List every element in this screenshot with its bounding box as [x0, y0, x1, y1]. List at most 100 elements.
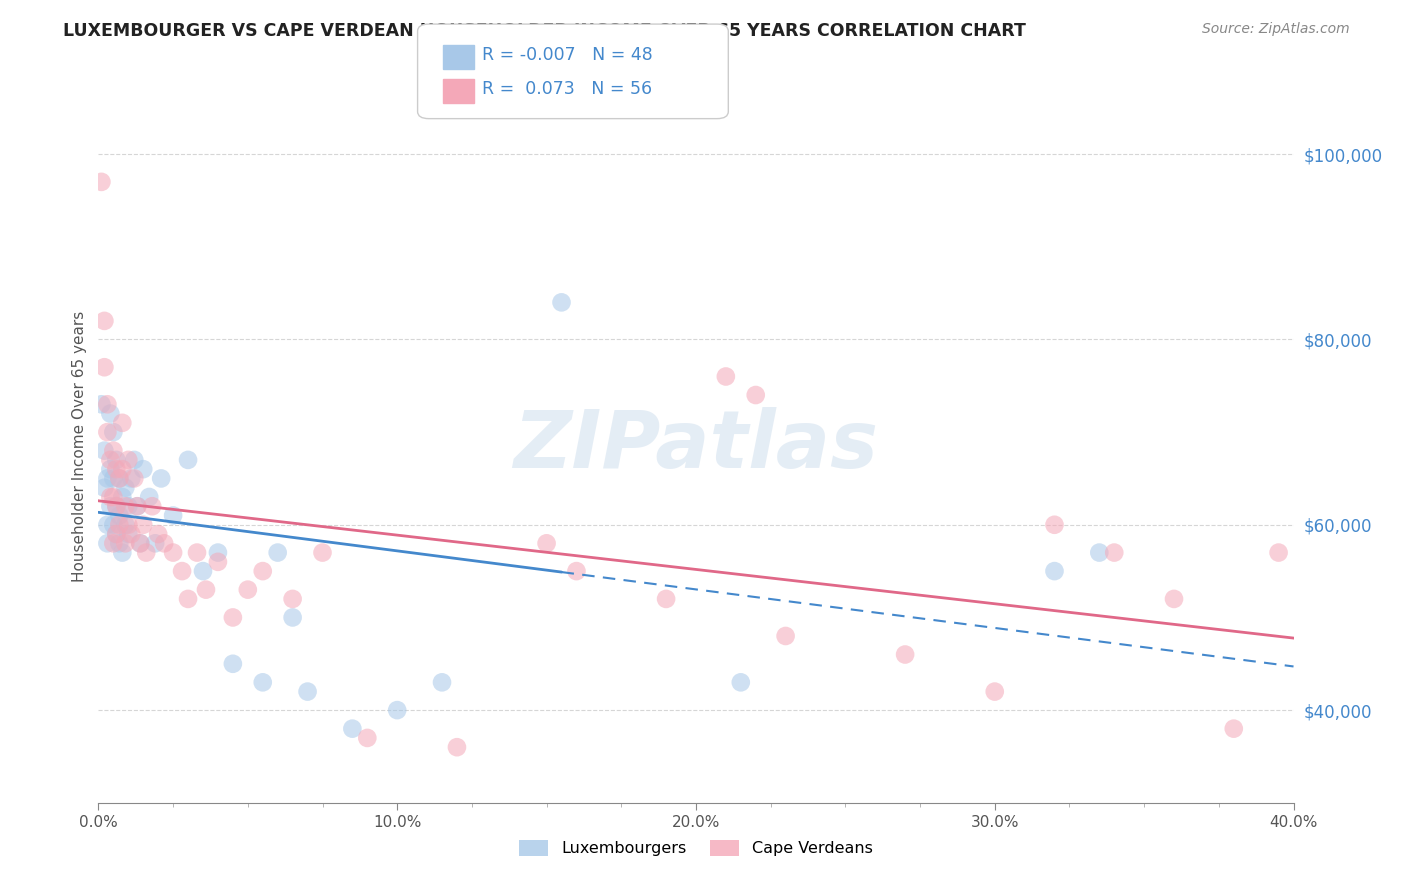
Y-axis label: Householder Income Over 65 years: Householder Income Over 65 years	[72, 310, 87, 582]
Point	[98, 462, 122, 476]
Point	[655, 591, 678, 606]
Point	[127, 500, 149, 514]
Point	[105, 453, 128, 467]
Point	[111, 462, 134, 476]
Point	[103, 536, 125, 550]
Point	[90, 397, 112, 411]
Point	[114, 481, 136, 495]
Point	[138, 490, 160, 504]
Point	[114, 536, 136, 550]
Point	[745, 388, 768, 402]
Point	[108, 508, 131, 523]
Text: Source: ZipAtlas.com: Source: ZipAtlas.com	[1202, 22, 1350, 37]
Legend: Luxembourgers, Cape Verdeans: Luxembourgers, Cape Verdeans	[513, 833, 879, 863]
Point	[111, 416, 134, 430]
Point	[105, 500, 128, 514]
Point	[135, 545, 157, 559]
Point	[103, 425, 125, 439]
Point	[105, 500, 128, 514]
Point	[153, 536, 176, 550]
Point	[565, 564, 588, 578]
Point	[252, 675, 274, 690]
Point	[93, 314, 115, 328]
Point	[894, 648, 917, 662]
Point	[93, 481, 115, 495]
Text: R = -0.007   N = 48: R = -0.007 N = 48	[482, 46, 652, 64]
Point	[1223, 722, 1246, 736]
Point	[177, 453, 200, 467]
Point	[430, 675, 453, 690]
Point	[117, 453, 139, 467]
Point	[124, 453, 146, 467]
Point	[281, 591, 304, 606]
Point	[103, 471, 125, 485]
Point	[267, 545, 290, 559]
Point	[207, 545, 229, 559]
Point	[177, 591, 200, 606]
Point	[162, 545, 184, 559]
Point	[714, 369, 737, 384]
Point	[775, 629, 797, 643]
Point	[222, 610, 245, 624]
Point	[207, 555, 229, 569]
Point	[120, 527, 142, 541]
Point	[108, 517, 131, 532]
Point	[114, 500, 136, 514]
Point	[103, 517, 125, 532]
Point	[96, 517, 118, 532]
Point	[1104, 545, 1126, 559]
Point	[108, 536, 131, 550]
Point	[124, 471, 146, 485]
Point	[96, 397, 118, 411]
Point	[252, 564, 274, 578]
Point	[191, 564, 214, 578]
Point	[93, 443, 115, 458]
Point	[132, 462, 155, 476]
Point	[120, 471, 142, 485]
Point	[117, 517, 139, 532]
Point	[90, 175, 112, 189]
Point	[103, 443, 125, 458]
Point	[236, 582, 259, 597]
Point	[446, 740, 468, 755]
Point	[108, 471, 131, 485]
Point	[311, 545, 333, 559]
Point	[129, 536, 152, 550]
Point	[105, 462, 128, 476]
Point	[111, 545, 134, 559]
Point	[162, 508, 184, 523]
Point	[342, 722, 364, 736]
Point	[1267, 545, 1289, 559]
Point	[730, 675, 752, 690]
Point	[98, 407, 122, 421]
Point	[96, 536, 118, 550]
Point	[195, 582, 218, 597]
Point	[1088, 545, 1111, 559]
Text: R =  0.073   N = 56: R = 0.073 N = 56	[482, 80, 652, 98]
Point	[105, 527, 128, 541]
Text: LUXEMBOURGER VS CAPE VERDEAN HOUSEHOLDER INCOME OVER 65 YEARS CORRELATION CHART: LUXEMBOURGER VS CAPE VERDEAN HOUSEHOLDER…	[63, 22, 1026, 40]
Point	[148, 527, 170, 541]
Point	[141, 500, 163, 514]
Point	[111, 490, 134, 504]
Point	[1163, 591, 1185, 606]
Point	[550, 295, 572, 310]
Point	[96, 425, 118, 439]
Point	[132, 517, 155, 532]
Point	[103, 490, 125, 504]
Point	[222, 657, 245, 671]
Point	[96, 471, 118, 485]
Point	[129, 536, 152, 550]
Point	[108, 471, 131, 485]
Text: ZIPatlas: ZIPatlas	[513, 407, 879, 485]
Point	[1043, 564, 1066, 578]
Point	[98, 453, 122, 467]
Point	[143, 536, 166, 550]
Point	[150, 471, 173, 485]
Point	[536, 536, 558, 550]
Point	[281, 610, 304, 624]
Point	[98, 500, 122, 514]
Point	[98, 490, 122, 504]
Point	[297, 684, 319, 698]
Point	[172, 564, 194, 578]
